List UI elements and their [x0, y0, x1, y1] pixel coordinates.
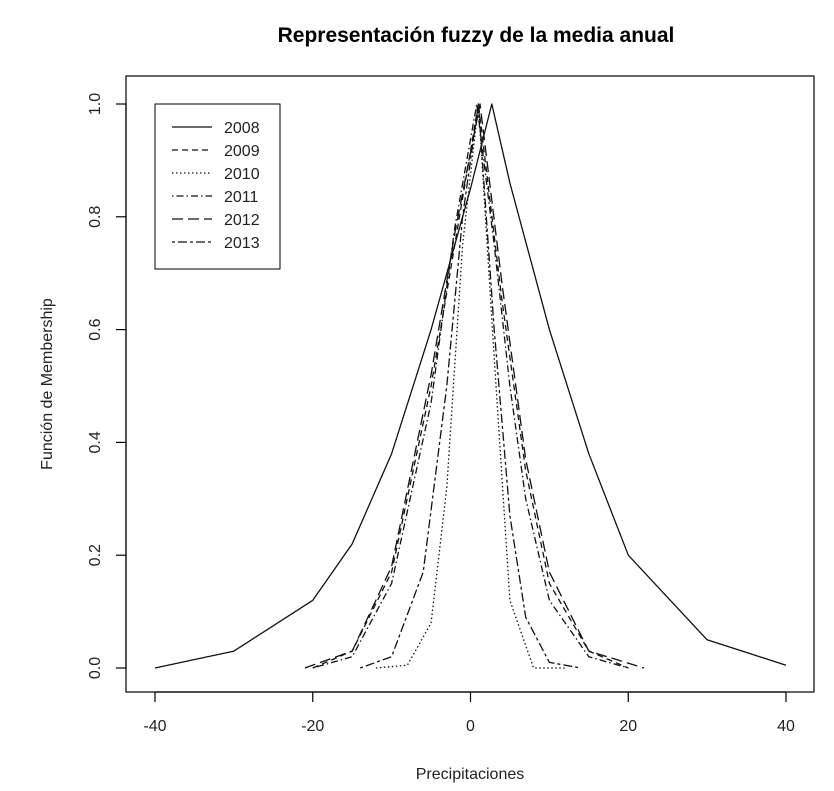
chart-title: Representación fuzzy de la media anual: [278, 24, 675, 47]
x-tick-label: 40: [777, 718, 795, 735]
series-group: [154, 103, 787, 669]
legend-label-2009: 2009: [224, 143, 260, 160]
x-tick-label: 20: [619, 718, 637, 735]
x-tick-label: -40: [143, 718, 166, 735]
x-tick-label: 0: [466, 718, 475, 735]
y-axis: 0.0 0.2 0.4 0.6 0.8 1.0: [87, 93, 127, 679]
y-tick-label: 1.0: [87, 93, 104, 115]
series-line-2012: [304, 103, 645, 669]
x-tick-label: -20: [301, 718, 324, 735]
x-axis: -40 -20 0 20 40: [143, 691, 795, 735]
legend-label-2011: 2011: [224, 189, 259, 206]
series-line-2013: [359, 103, 582, 669]
y-tick-label: 0.0: [87, 657, 104, 679]
legend-label-2012: 2012: [224, 212, 260, 229]
series-line-2011: [312, 103, 629, 669]
x-axis-label: Precipitaciones: [416, 766, 525, 783]
y-tick-label: 0.2: [87, 544, 104, 566]
series-line-2009: [312, 103, 629, 669]
legend-box: [154, 103, 281, 270]
y-tick-label: 0.4: [87, 431, 104, 453]
y-axis-label: Función de Membership: [39, 298, 56, 470]
legend-label-2008: 2008: [224, 120, 260, 137]
legend-label-2010: 2010: [224, 166, 260, 183]
y-tick-label: 0.8: [87, 206, 104, 228]
legend: 2008 2009 2010 2011 2012 2013: [154, 103, 281, 270]
legend-label-2013: 2013: [224, 235, 260, 252]
y-tick-label: 0.6: [87, 318, 104, 340]
